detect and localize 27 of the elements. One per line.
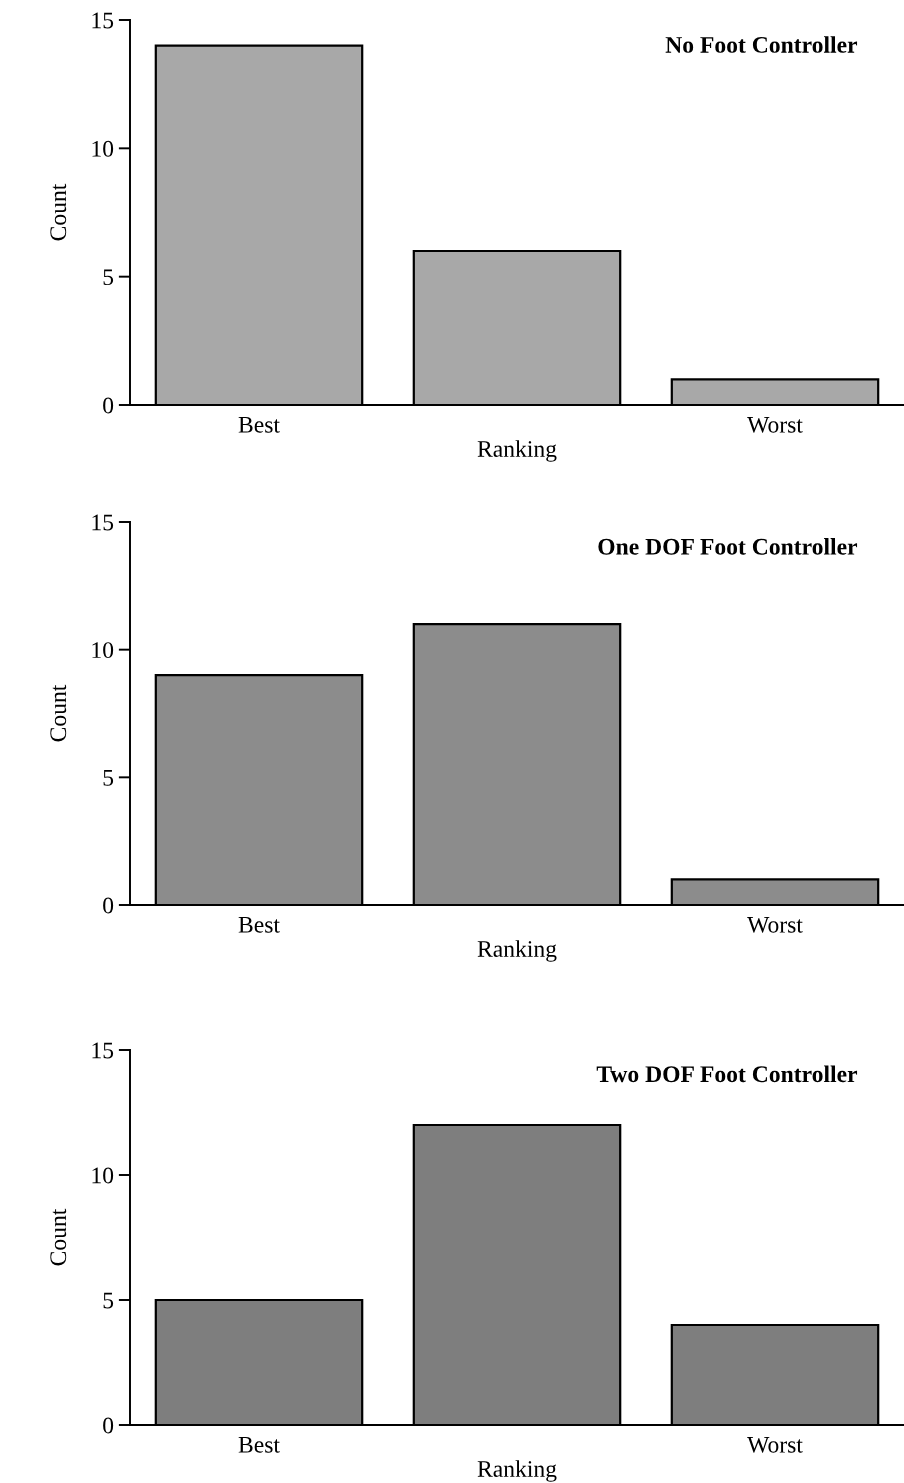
y-tick-label: 10 [92, 140, 114, 157]
x-axis-title: Ranking [477, 440, 557, 462]
x-tick-label: Worst [747, 1437, 803, 1453]
y-axis-title: Count [50, 183, 67, 241]
y-tick-label: 10 [92, 642, 114, 659]
y-tick-label: 0 [103, 397, 114, 414]
text: One DOF Foot Controller [598, 538, 858, 555]
y-tick-label: 5 [103, 1292, 114, 1309]
y-tick-label: 5 [103, 269, 114, 286]
y-axis-title: Count [50, 1208, 67, 1266]
y-tick-label: 0 [103, 897, 114, 914]
x-tick-label: Best [238, 417, 280, 433]
x-axis-title: Ranking [477, 1460, 557, 1482]
y-axis-title: Count [50, 684, 67, 742]
y-tick-label: 15 [92, 12, 114, 29]
y-tick-label: 5 [103, 770, 114, 786]
x-tick-label: Best [238, 1437, 280, 1453]
y-tick-label: 15 [92, 514, 114, 531]
y-tick-label: 0 [103, 1417, 114, 1434]
x-axis-title: Ranking [477, 940, 557, 962]
y-tick-label: 10 [92, 1167, 114, 1184]
x-tick-label: Worst [747, 417, 803, 433]
text: Two DOF Foot Controller [596, 1065, 858, 1083]
text: No Foot Controller [665, 36, 858, 53]
x-tick-label: Best [238, 917, 280, 933]
x-tick-label: Worst [747, 917, 803, 933]
y-tick-label: 15 [92, 1042, 114, 1059]
